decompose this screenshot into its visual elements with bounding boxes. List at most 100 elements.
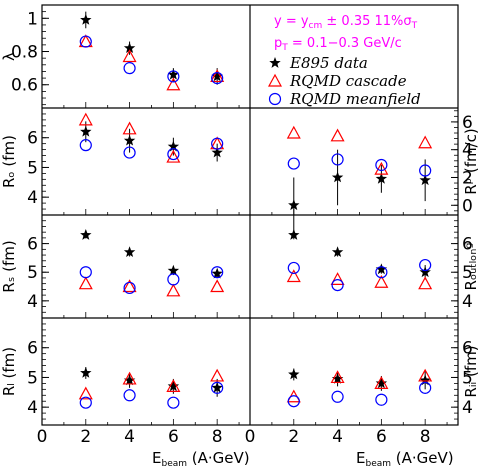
- y-tick-label: 5: [27, 368, 38, 388]
- y-axis-label: Rₗ (fm): [0, 347, 18, 396]
- legend-triangle-marker: [267, 73, 283, 87]
- y-axis-label: Rᵢᵢ (fm): [462, 345, 480, 397]
- meanfield-point: [287, 261, 300, 275]
- legend-circle-icon: [268, 92, 282, 106]
- meanfield-point: [419, 258, 432, 272]
- y-axis-label: Rₛ (fm): [0, 240, 18, 292]
- e895-point: [419, 374, 431, 386]
- y-tick-label: 6: [27, 339, 38, 359]
- cascade-point: [210, 279, 225, 293]
- meanfield-point: [331, 278, 344, 292]
- x-tick-label: 4: [332, 427, 343, 447]
- e895-point: [211, 267, 223, 279]
- x-tick-label: 0: [37, 427, 48, 447]
- meanfield-point: [419, 164, 432, 177]
- legend-circle-marker: [268, 92, 282, 106]
- x-tick-label: 2: [288, 427, 299, 447]
- meanfield-point: [79, 139, 92, 152]
- e895-point: [123, 134, 136, 146]
- legend-triangle-icon: [267, 73, 283, 87]
- y-tick-label: 4: [27, 398, 38, 418]
- cascade-point: [374, 161, 389, 175]
- y-tick-label: 2: [462, 168, 473, 188]
- meanfield-point: [167, 147, 180, 161]
- annotation-rapidity: y = ycm ± 0.35 11%σT: [274, 14, 418, 31]
- e895-point: [288, 199, 300, 211]
- x-tick-label: 8: [212, 427, 223, 447]
- y-axis-label: Rₒᵤₜₗₒₙᵍ: [462, 243, 480, 291]
- cascade-point: [210, 368, 225, 382]
- legend-label-cascade: RQMD cascade: [289, 72, 407, 90]
- cascade-point: [78, 276, 93, 290]
- cascade-point: [330, 128, 345, 142]
- cascade-point: [330, 370, 345, 384]
- meanfield-point: [79, 396, 92, 409]
- y-tick-label: 6: [27, 235, 38, 255]
- meanfield-point: [123, 62, 136, 75]
- e895-point: [123, 246, 136, 257]
- e895-point: [123, 42, 136, 53]
- legend-label-meanfield: RQMD meanfield: [289, 90, 421, 108]
- e895-point: [211, 70, 223, 82]
- x-tick-label: 0: [245, 427, 256, 447]
- cascade-point: [286, 125, 301, 139]
- meanfield-point: [375, 393, 388, 406]
- e895-point: [167, 380, 180, 392]
- e895-point: [375, 263, 388, 275]
- y-tick-label: 5: [27, 263, 38, 283]
- panel-3: 0 2 4 6Rᵖ (fm/c): [249, 110, 480, 234]
- cascade-point: [122, 279, 137, 293]
- e895-point: [375, 172, 388, 184]
- y-tick-label: 6: [27, 129, 38, 149]
- e895-point: [375, 377, 388, 389]
- meanfield-point: [419, 381, 432, 394]
- cascade-point: [122, 371, 137, 385]
- cascade-point: [286, 269, 301, 283]
- y-tick-label: 0.8: [11, 43, 38, 63]
- meanfield-point: [123, 146, 136, 159]
- meanfield-point: [211, 137, 224, 150]
- y-tick-label: 4: [27, 292, 38, 312]
- y-tick-label: 5: [462, 263, 473, 283]
- legend: y = ycm ± 0.35 11%σT pT = 0.1−0.3 GeV/c …: [267, 14, 421, 108]
- meanfield-point: [331, 390, 344, 403]
- y-tick-label: 4: [462, 398, 473, 418]
- cascade-point: [166, 379, 181, 392]
- meanfield-point: [375, 266, 388, 279]
- y-tick-label: 4: [462, 292, 473, 312]
- legend-item-cascade: RQMD cascade: [267, 72, 407, 90]
- cascade-point: [330, 272, 345, 285]
- legend-star-icon: [269, 57, 281, 68]
- legend-item-meanfield: RQMD meanfield: [268, 90, 421, 108]
- e895-point: [211, 146, 223, 158]
- e895-point: [80, 367, 92, 378]
- legend-label-e895: E895 data: [289, 54, 368, 72]
- y-tick-label: 4: [27, 188, 38, 208]
- cascade-point: [418, 135, 433, 149]
- cascade-point: [78, 112, 93, 126]
- y-tick-label: 4: [462, 141, 473, 161]
- cascade-point: [418, 368, 433, 382]
- meanfield-point: [211, 71, 224, 85]
- meanfield-point: [167, 396, 180, 409]
- e895-point: [419, 174, 431, 186]
- meanfield-point: [123, 281, 136, 295]
- e895-point: [167, 140, 180, 152]
- cascade-point: [210, 69, 225, 83]
- cascade-point: [78, 386, 93, 400]
- cascade-point: [122, 121, 137, 135]
- legend-star-marker: [269, 57, 281, 68]
- e895-point: [419, 266, 431, 278]
- cascade-point: [166, 283, 181, 297]
- y-axis-label: Rᵖ (fm/c): [462, 128, 480, 195]
- y-axis-label: Rₒ (fm): [0, 135, 18, 188]
- y-tick-label: 5: [462, 368, 473, 388]
- y-tick-label: 5: [27, 158, 38, 178]
- e895-point: [288, 368, 300, 380]
- e895-point: [80, 125, 92, 137]
- x-tick-label: 6: [376, 427, 387, 447]
- y-tick-label: 6: [462, 339, 473, 359]
- meanfield-point: [211, 381, 224, 394]
- e895-point: [288, 229, 300, 240]
